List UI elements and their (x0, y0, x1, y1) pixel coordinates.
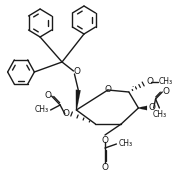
Text: O: O (101, 163, 109, 172)
Text: O: O (104, 84, 111, 93)
Text: O: O (101, 136, 109, 145)
Text: O: O (146, 77, 153, 86)
Text: CH₃: CH₃ (152, 110, 167, 119)
Text: O: O (63, 109, 70, 118)
Polygon shape (138, 106, 147, 110)
Text: O: O (149, 103, 156, 112)
Text: O: O (162, 87, 169, 96)
Text: CH₃: CH₃ (118, 140, 132, 149)
Text: O: O (45, 92, 52, 100)
Text: CH₃: CH₃ (35, 105, 49, 115)
Text: ...: ... (132, 83, 137, 88)
Text: O: O (74, 68, 81, 77)
Polygon shape (76, 90, 81, 110)
Text: CH₃: CH₃ (159, 77, 173, 86)
